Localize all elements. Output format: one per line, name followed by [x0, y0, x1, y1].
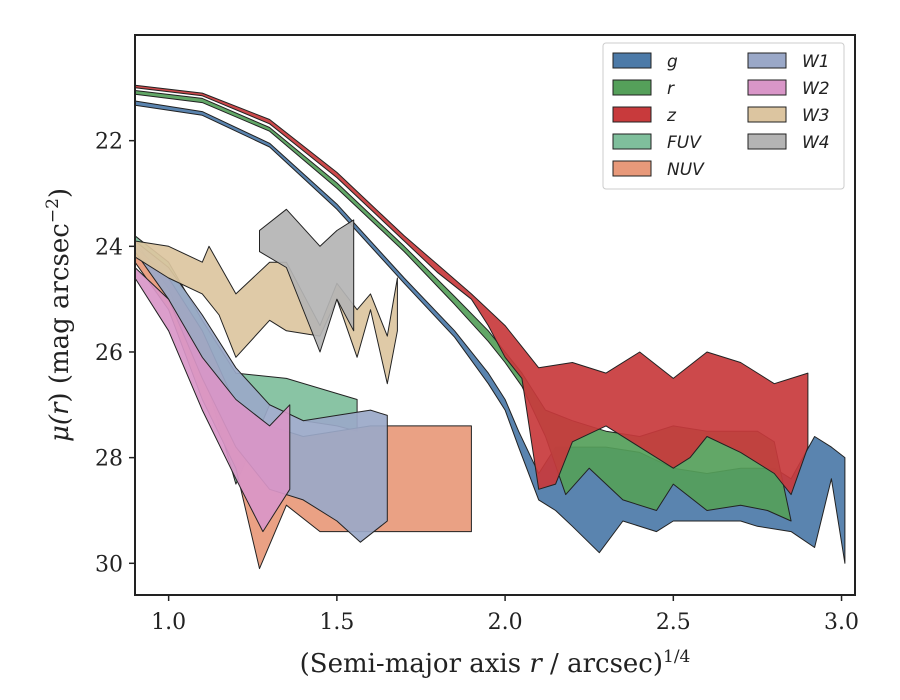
legend-label-fuv: FUV: [667, 133, 702, 153]
legend-swatch-w3: [747, 106, 787, 123]
series-band-r: [134, 90, 792, 522]
series-band-w3: [134, 240, 398, 385]
plot-frame: [134, 34, 856, 596]
legend-label-w2: W2: [802, 79, 830, 99]
y-tick-label: 28: [95, 447, 123, 472]
legend-swatch-w1: [747, 52, 787, 69]
legend-swatch-z: [612, 106, 652, 123]
series-band-z: [134, 84, 809, 496]
legend-swatch-g: [612, 52, 652, 69]
y-tick-label: 30: [95, 552, 123, 577]
series-fills: [134, 84, 846, 570]
legend: grz FUV NUV W1 W2 W3 W4: [602, 42, 845, 190]
x-tick-label: 2.5: [656, 610, 691, 635]
legend-swatch-r: [612, 79, 652, 96]
legend-label-nuv: NUV: [667, 160, 705, 180]
legend-label-w1: W1: [802, 52, 830, 72]
x-tick-label: 2.0: [488, 610, 523, 635]
y-tick-label: 22: [95, 130, 123, 155]
legend-swatch-w4: [747, 133, 787, 150]
series-band-g: [134, 100, 846, 564]
legend-label-z: z: [666, 106, 677, 126]
y-tick-label: 26: [95, 341, 123, 366]
legend-label-r: r: [667, 79, 675, 99]
series-band-w2: [134, 267, 291, 533]
y-tick-label: 24: [95, 235, 123, 260]
legend-swatch-fuv: [612, 133, 652, 150]
x-tick-label: 1.5: [319, 610, 354, 635]
legend-label-w3: W3: [802, 106, 830, 126]
x-tick-label: 1.0: [151, 610, 186, 635]
axis-ticks: 1.0 1.5 2.0 2.5 3.0 22 24 26 28 30: [95, 130, 859, 635]
legend-label-w4: W4: [802, 133, 830, 153]
x-axis-label: (Semi-major axis r / arcsec)1/4: [300, 647, 691, 679]
x-tick-label: 3.0: [824, 610, 859, 635]
legend-swatch-w2: [747, 79, 787, 96]
y-axis-label: μ(r) (mag arcsec−2): [43, 188, 75, 442]
legend-swatch-nuv: [612, 160, 652, 177]
legend-label-g: g: [667, 52, 678, 72]
series-band-w4: [259, 208, 355, 353]
